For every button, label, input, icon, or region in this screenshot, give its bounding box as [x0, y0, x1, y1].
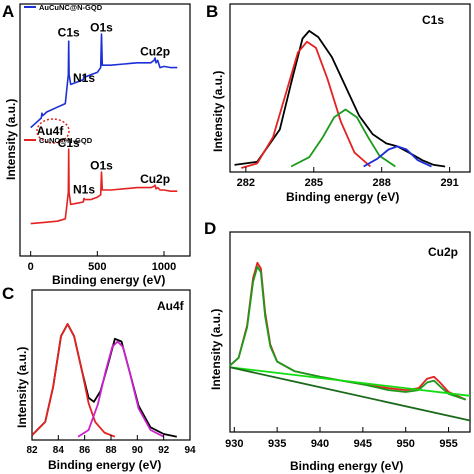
panel-c-series-line-2 [31, 323, 116, 438]
panel-d-series-line-1 [229, 261, 467, 401]
panel-c: C 82 84 86 88 90 92 94 Au4f Intensity (a.u.) B… [2, 284, 196, 472]
panel-a-series-line-1 [30, 33, 178, 129]
panel-a-peak-label: O1s [90, 159, 113, 173]
panel-a-y-axis-label: Intensity (a.u.) [4, 99, 18, 180]
panel-c-x-axis-label: Binding energy (eV) [48, 458, 161, 472]
panel-a-x-axis-label: Binding energy (eV) [52, 273, 165, 287]
panel-a: A 0 500 1000C1sN1sO1sCu2pAu4fC1sN1sO1sCu2p… [2, 2, 191, 287]
panel-d-title: Cu2p [428, 245, 458, 259]
panel-b-x-tick-label: 291 [440, 177, 458, 189]
panel-d-x-axis-label: Binding energy (eV) [290, 459, 403, 473]
panel-c-x-tick-label: 84 [53, 445, 65, 456]
panel-d-x-tick-label: 935 [268, 438, 286, 450]
panel-c-x-tick-label: 92 [158, 445, 170, 456]
panel-a-frame [19, 3, 191, 257]
panel-c-x-tick-label: 82 [26, 445, 38, 456]
panel-a-peak-label: O1s [90, 21, 113, 35]
panel-a-x-tick-label: 0 [28, 261, 34, 273]
panel-letter-b: B [206, 2, 218, 21]
panel-a-peak-label: Au4f [37, 124, 65, 138]
panel-d-x-tick-label: 945 [354, 438, 372, 450]
panel-c-y-axis-label: Intensity (a.u.) [15, 347, 29, 428]
panel-letter-c: C [2, 284, 14, 303]
panel-d-x-tick-label: 930 [225, 438, 243, 450]
panel-b: B 282 285 288 291 C1s Intensity (a.u.) Bind… [206, 2, 471, 204]
panel-a-peak-label: C1s [58, 136, 80, 150]
panel-b-frame [229, 3, 471, 173]
panel-a-x-tick-label: 1000 [152, 261, 176, 273]
panel-a-peak-label: N1s [73, 71, 95, 85]
panel-a-peak-label: N1s [73, 183, 95, 197]
panel-d-y-axis-label: Intensity (a.u.) [209, 309, 223, 390]
panel-d-x-tick-label: 955 [439, 438, 457, 450]
panel-a-legend-label-1: AuCuNC@N-GQD [39, 3, 103, 12]
panel-letter-a: A [2, 2, 14, 21]
panel-b-x-tick-label: 288 [373, 177, 391, 189]
panel-a-series-line-2 [30, 148, 178, 225]
panel-b-y-axis-label: Intensity (a.u.) [211, 71, 225, 152]
panel-b-series-line-2 [241, 40, 371, 169]
panel-c-title: Au4f [157, 299, 185, 313]
panel-a-au4f-highlight-circle [36, 118, 70, 144]
panel-a-peak-label: Cu2p [140, 172, 170, 186]
panel-a-x-tick-label: 500 [88, 261, 106, 273]
panel-d-series-line-2 [229, 265, 466, 401]
panel-d-x-tick-label: 950 [397, 438, 415, 450]
panel-c-x-tick-label: 88 [105, 445, 117, 456]
panel-b-series-line-4 [363, 145, 432, 168]
panel-d-series-line-4 [229, 366, 471, 422]
panel-b-x-axis-label: Binding energy (eV) [286, 190, 399, 204]
panel-a-peak-label: C1s [58, 25, 80, 39]
panel-d-series-line-3 [229, 366, 471, 397]
panel-d-x-tick-label: 940 [311, 438, 329, 450]
panel-c-x-tick-label: 86 [79, 445, 91, 456]
panel-c-series-line-3 [77, 340, 165, 438]
panel-d: D 930 935 940 945 950 955 Cu2p Intensity (a.u… [204, 219, 471, 473]
panel-d-frame [229, 231, 471, 433]
panel-c-x-tick-label: 90 [132, 445, 144, 456]
panel-c-x-tick-label: 94 [184, 445, 196, 456]
panel-a-peak-label: Cu2p [140, 45, 170, 59]
panel-b-x-tick-label: 282 [237, 177, 255, 189]
panel-b-series-line-3 [290, 108, 396, 168]
panel-b-x-tick-label: 285 [305, 177, 323, 189]
panel-b-title: C1s [422, 13, 444, 27]
panel-b-series-line-1 [234, 29, 446, 168]
panel-a-legend-label-2: CuNC@N-GQD [39, 136, 93, 145]
panel-letter-d: D [204, 219, 216, 238]
